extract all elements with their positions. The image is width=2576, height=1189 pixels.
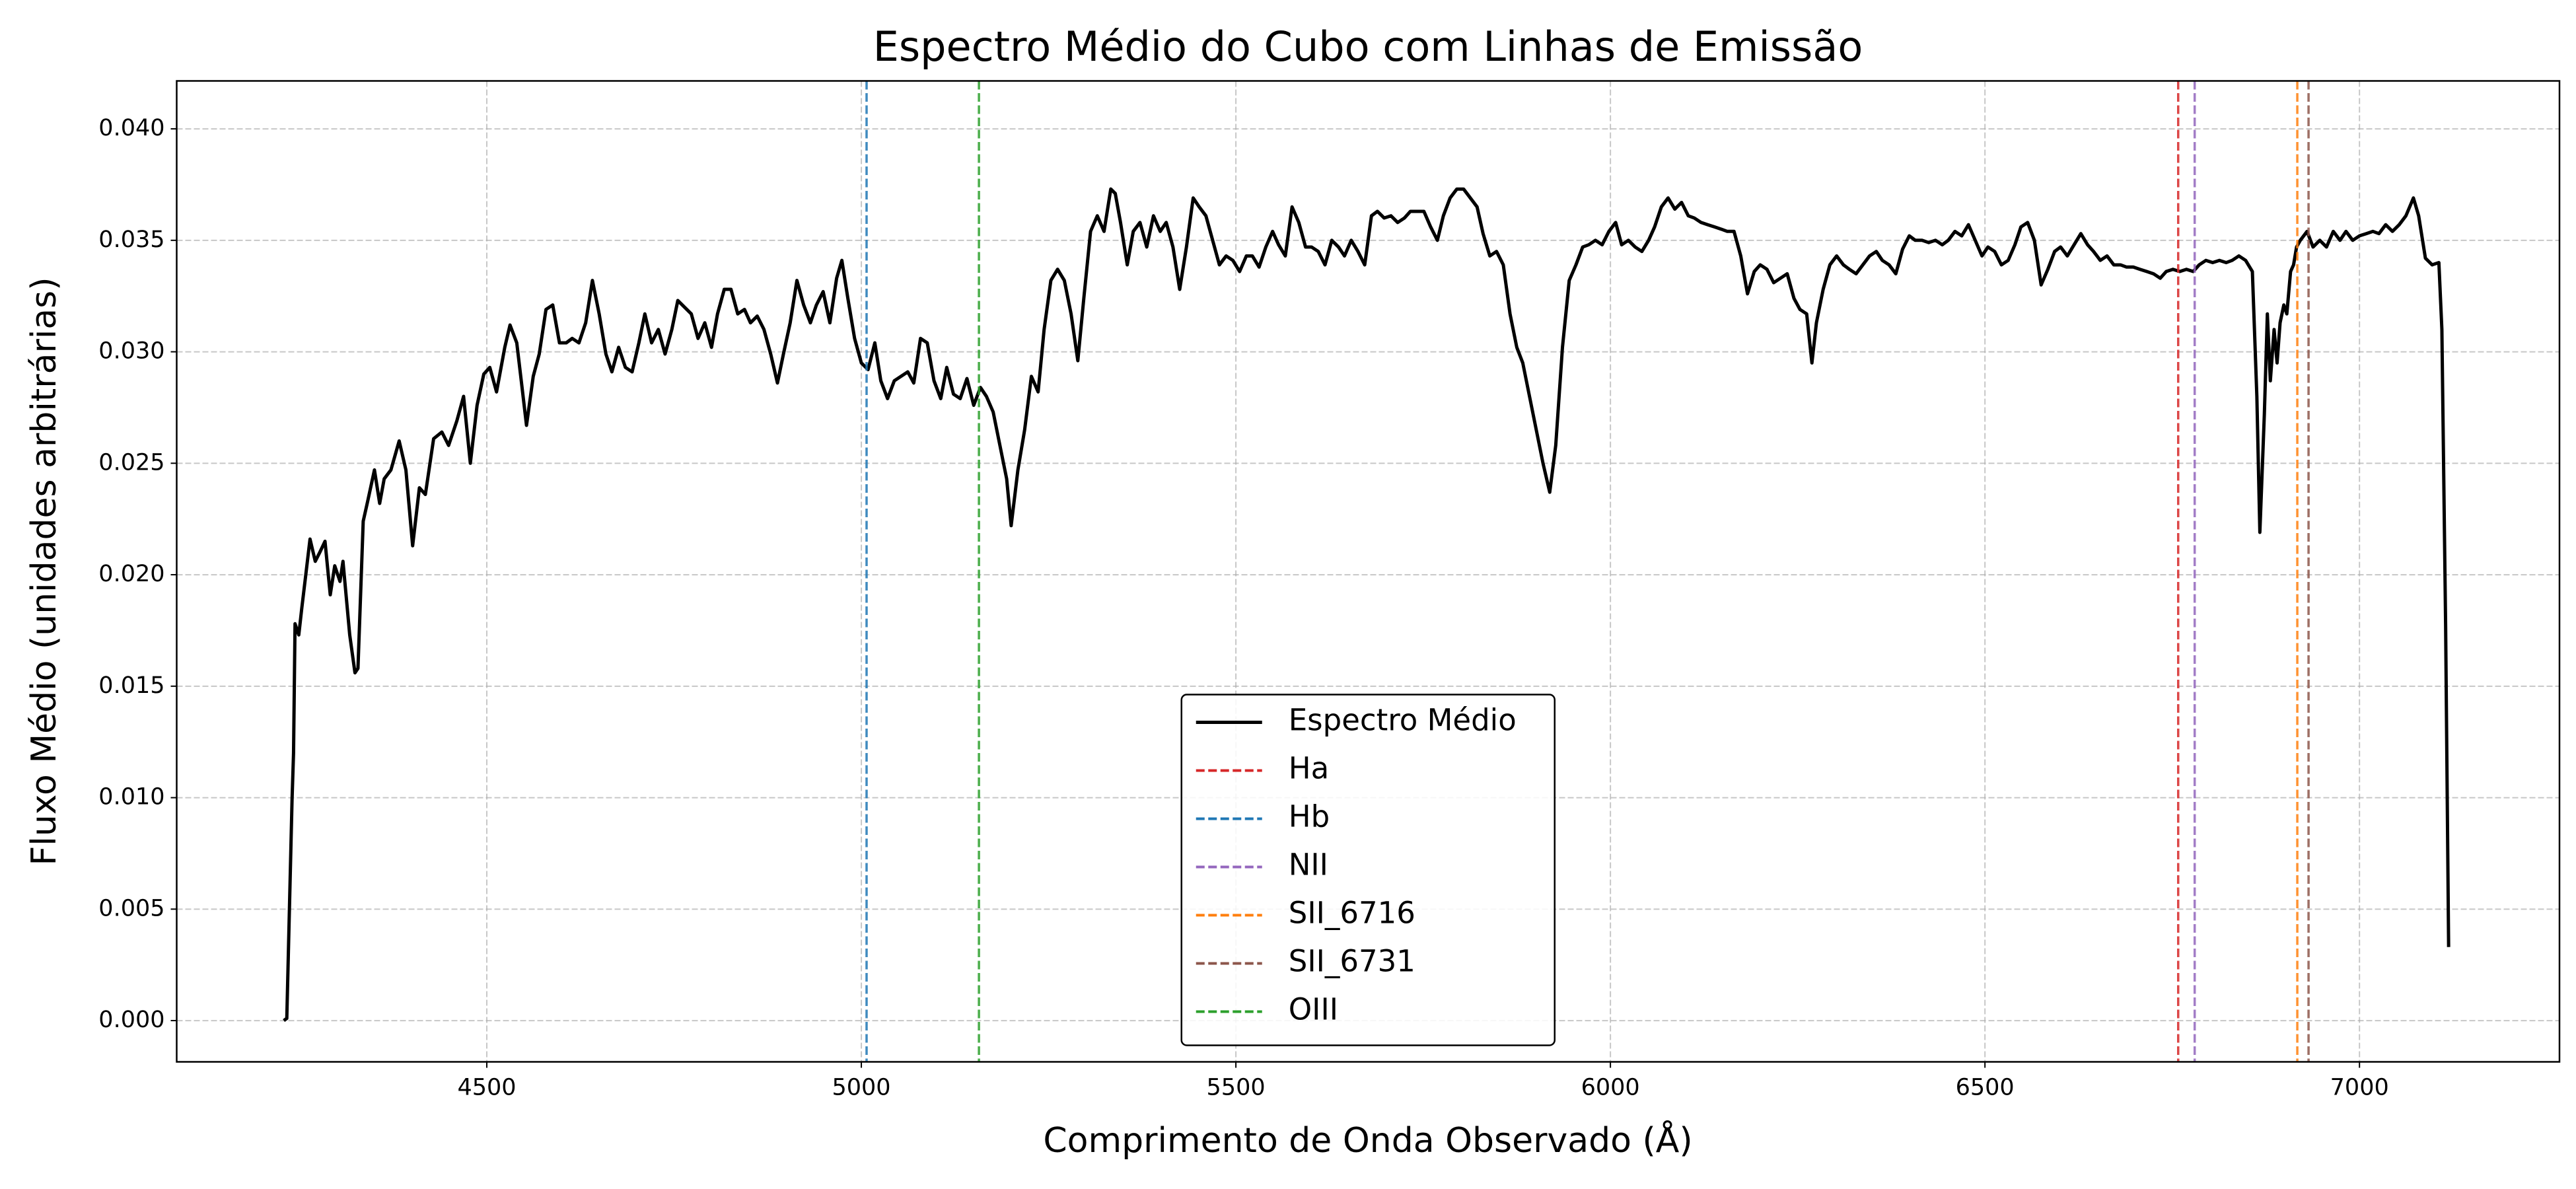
legend-label: NII bbox=[1289, 847, 1328, 883]
legend-label: OIII bbox=[1289, 992, 1338, 1027]
legend-label: SII_6716 bbox=[1289, 896, 1415, 931]
y-tick-label: 0.030 bbox=[98, 338, 164, 365]
legend-box bbox=[1180, 694, 1556, 1046]
y-tick-label: 0.000 bbox=[98, 1007, 164, 1033]
legend-label: Hb bbox=[1289, 799, 1330, 834]
y-tick-label: 0.005 bbox=[98, 895, 164, 921]
legend: Espectro Médio Ha Hb NII SII_6716 SII_6731 OII… bbox=[1180, 694, 1556, 1046]
y-axis-label: Fluxo Médio (unidades arbitrárias) bbox=[24, 277, 64, 865]
plot-frame bbox=[176, 80, 2561, 1063]
x-tick-label: 4500 bbox=[457, 1075, 516, 1101]
x-axis-label: Comprimento de Onda Observado (Å) bbox=[1043, 1120, 1692, 1161]
x-tick-label: 7000 bbox=[2330, 1075, 2389, 1101]
x-tick-label: 5000 bbox=[832, 1075, 891, 1101]
x-tick-label: 6500 bbox=[1956, 1075, 2015, 1101]
y-tick-label: 0.035 bbox=[98, 227, 164, 253]
x-tick-label: 6000 bbox=[1581, 1075, 1640, 1101]
y-tick-label: 0.020 bbox=[98, 561, 164, 587]
legend-label: SII_6731 bbox=[1289, 944, 1415, 979]
y-tick-label: 0.015 bbox=[98, 672, 164, 699]
legend-label: Ha bbox=[1289, 751, 1329, 786]
y-tick-label: 0.040 bbox=[98, 115, 164, 141]
y-tick-label: 0.010 bbox=[98, 784, 164, 811]
y-tick-label: 0.025 bbox=[98, 449, 164, 476]
spectrum-line bbox=[283, 187, 2451, 1023]
chart-title: Espectro Médio do Cubo com Linhas de Emi… bbox=[873, 22, 1863, 71]
x-tick-label: 5500 bbox=[1207, 1075, 1266, 1101]
legend-label: Espectro Médio bbox=[1289, 703, 1517, 738]
